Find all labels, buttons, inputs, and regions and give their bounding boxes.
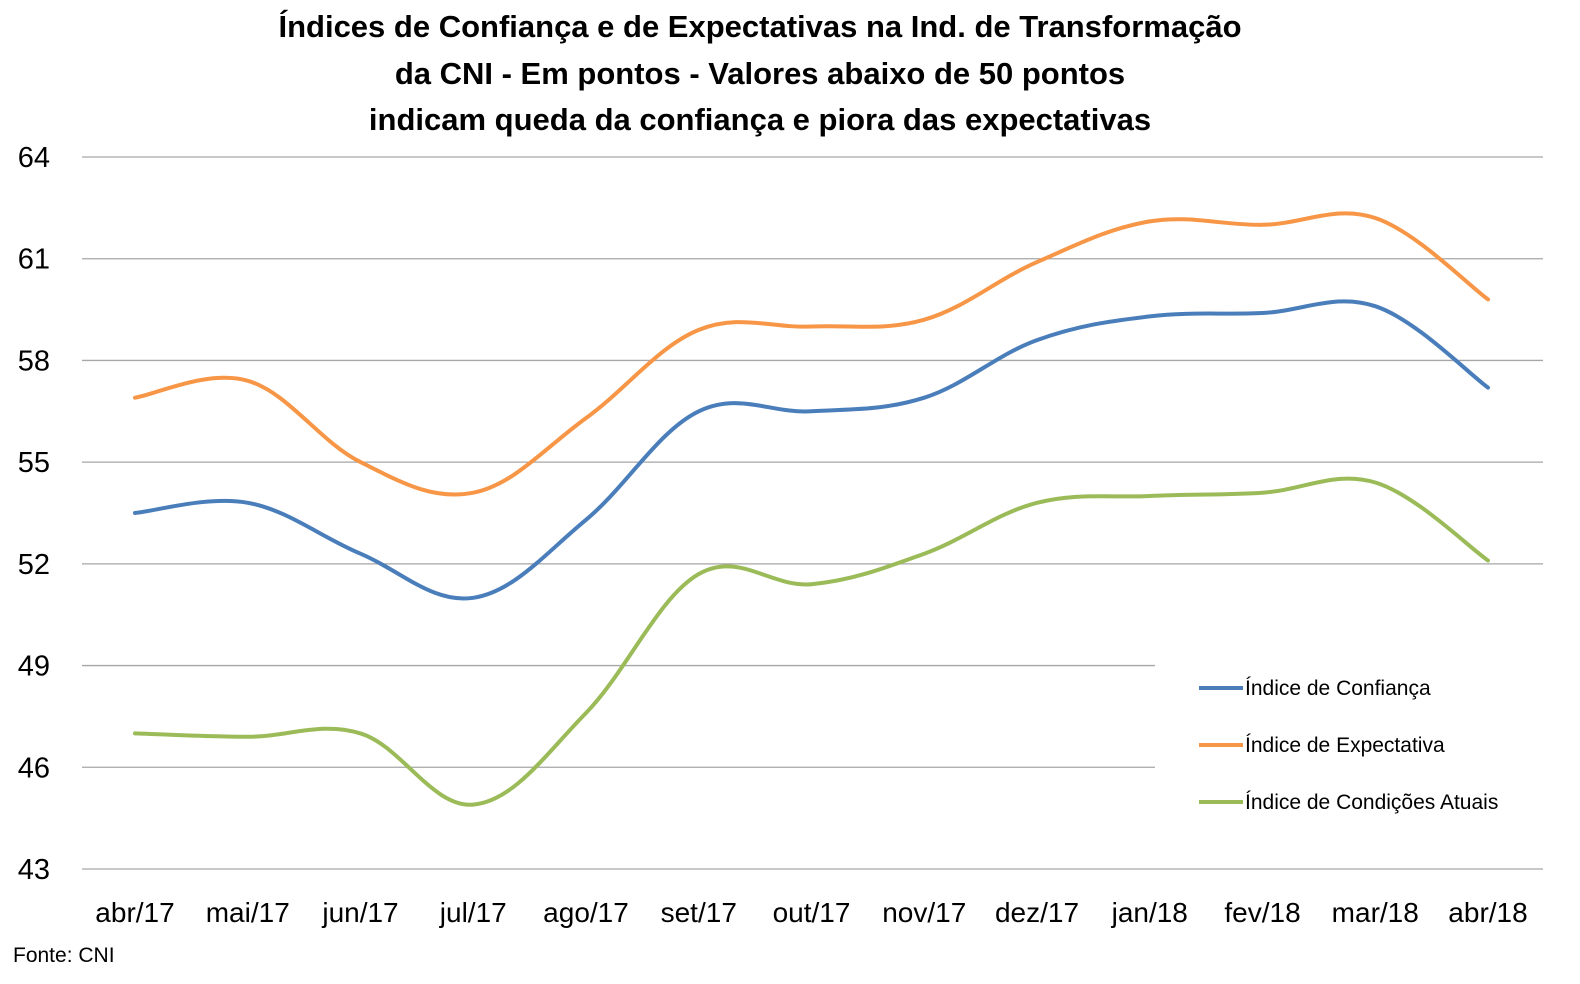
legend-label-indice-de-confianca: Índice de Confiança — [1245, 677, 1431, 700]
x-tick-label-jun/17: jun/17 — [321, 897, 398, 928]
x-tick-label-ago/17: ago/17 — [543, 897, 629, 928]
x-tick-label-fev/18: fev/18 — [1224, 897, 1300, 928]
x-tick-label-abr/18: abr/18 — [1448, 897, 1527, 928]
series-line-indice-de-confianca — [133, 299, 1490, 601]
plot-series — [133, 211, 1490, 807]
legend-label-indice-de-expectativa: Índice de Expectativa — [1245, 734, 1445, 757]
x-tick-label-dez/17: dez/17 — [995, 897, 1079, 928]
y-tick-label-58: 58 — [18, 345, 50, 377]
x-tick-label-out/17: out/17 — [773, 897, 851, 928]
chart-title-line-1: Índices de Confiança e de Expectativas n… — [278, 9, 1241, 44]
y-tick-label-64: 64 — [18, 142, 50, 174]
y-tick-label-43: 43 — [18, 854, 50, 886]
x-tick-label-jan/18: jan/18 — [1111, 897, 1188, 928]
legend-label-indice-de-condicoes-atuais: Índice de Condições Atuais — [1245, 791, 1498, 814]
y-tick-label-55: 55 — [18, 447, 50, 479]
y-tick-label-52: 52 — [18, 549, 50, 581]
x-tick-label-nov/17: nov/17 — [882, 897, 966, 928]
x-tick-label-jul/17: jul/17 — [439, 897, 507, 928]
chart-title-line-3: indicam queda da confiança e piora das e… — [369, 102, 1151, 137]
x-tick-label-mai/17: mai/17 — [206, 897, 290, 928]
chart-title-line-2: da CNI - Em pontos - Valores abaixo de 5… — [395, 56, 1125, 91]
source-note: Fonte: CNI — [13, 944, 115, 967]
x-tick-label-abr/17: abr/17 — [95, 897, 174, 928]
x-tick-label-mar/18: mar/18 — [1332, 897, 1419, 928]
legend: Índice de Confiança Índice de Expectativa… — [1199, 677, 1498, 814]
y-axis-ticks: 43 46 49 52 55 58 61 64 — [18, 142, 50, 886]
x-tick-label-set/17: set/17 — [661, 897, 737, 928]
gridlines — [82, 156, 1543, 870]
x-axis-ticks: abr/17 mai/17 jun/17 jul/17 ago/17 set/17 out/… — [95, 897, 1527, 928]
y-tick-label-49: 49 — [18, 651, 50, 683]
y-tick-label-61: 61 — [18, 244, 50, 276]
series-line-indice-de-expectativa — [133, 211, 1490, 497]
series-line-indice-de-condicoes-atuais — [133, 476, 1490, 807]
y-tick-label-46: 46 — [18, 752, 50, 784]
chart-title: Índices de Confiança e de Expectativas n… — [278, 9, 1241, 137]
